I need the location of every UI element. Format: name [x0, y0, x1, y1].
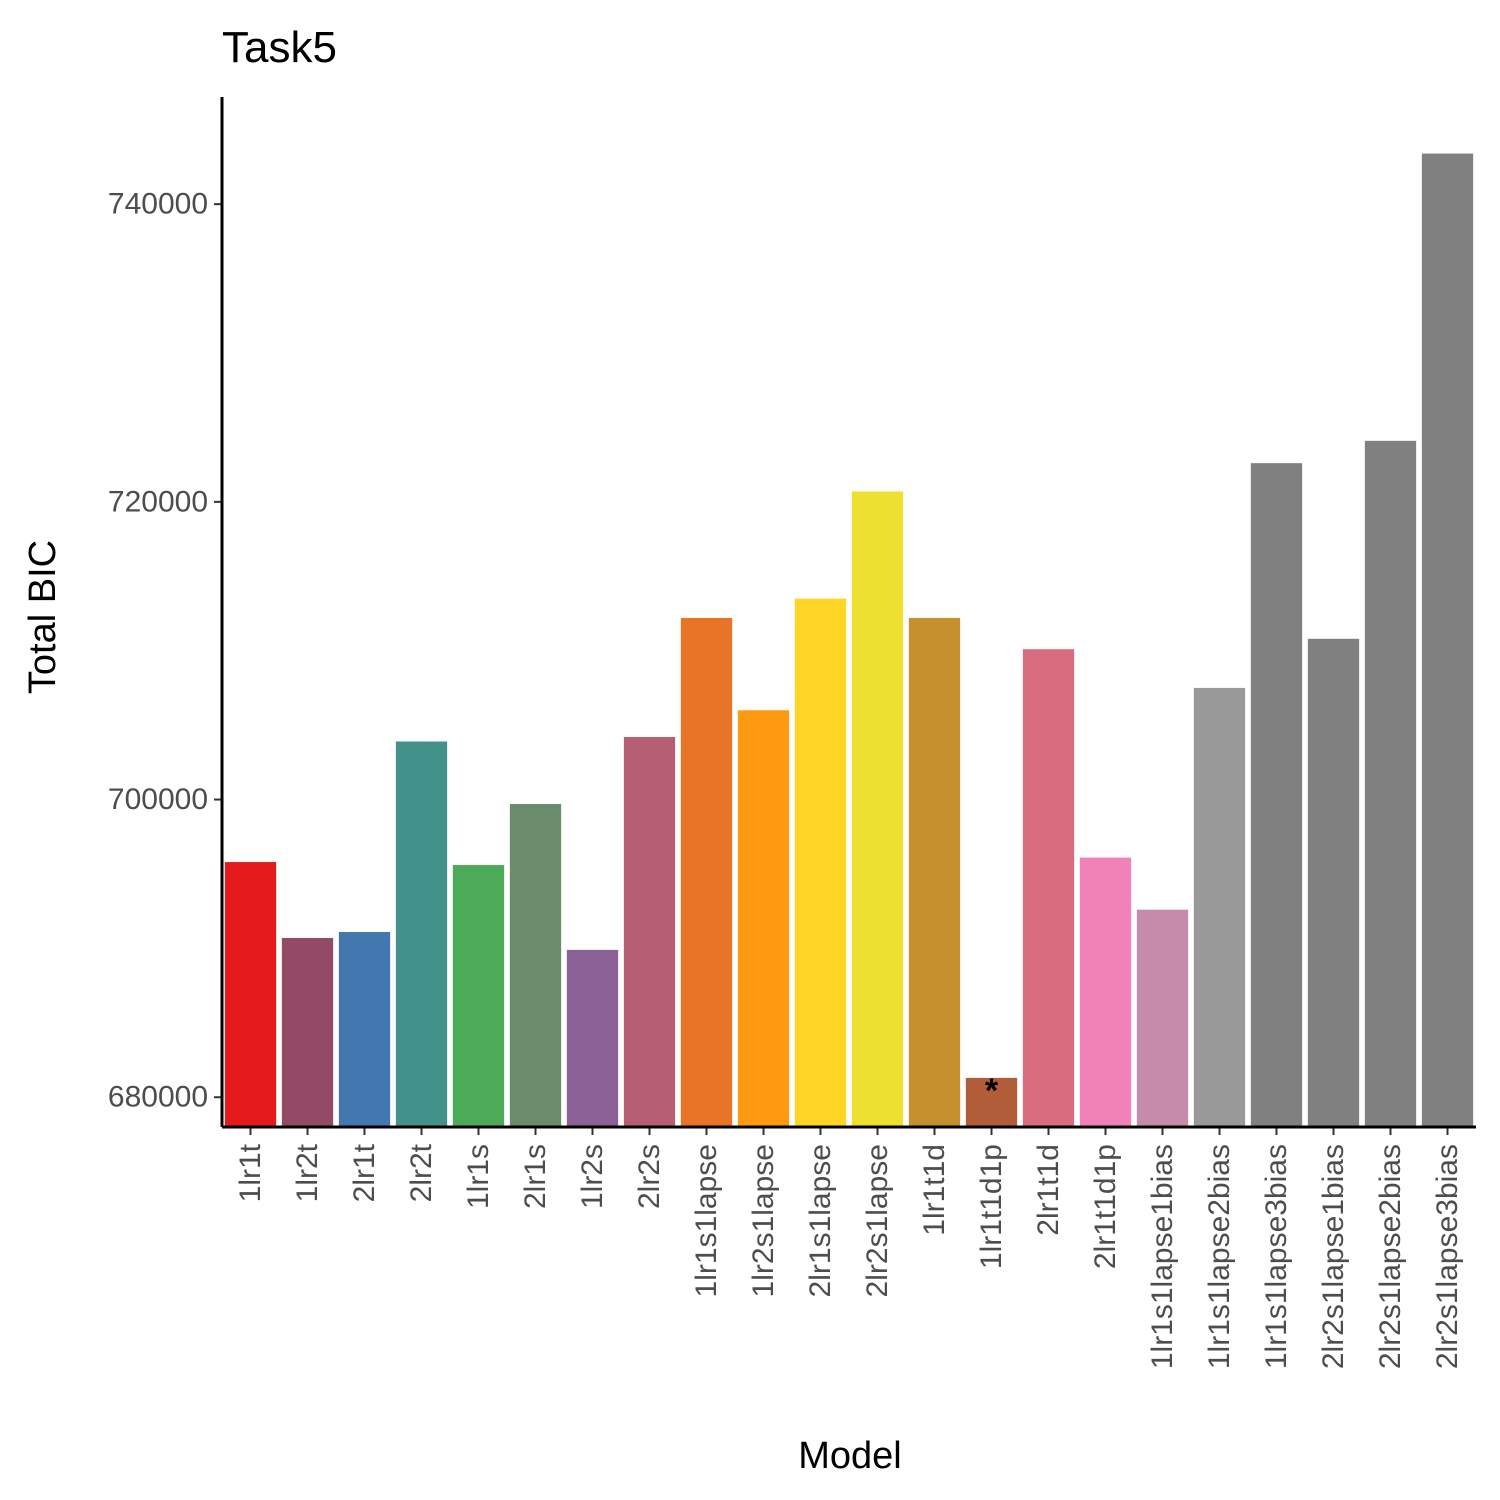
x-tick-label: 1lr1s1lapse3bias: [1260, 1144, 1293, 1369]
annotations-group: *: [985, 1072, 999, 1110]
x-tick-label: 2lr1t: [348, 1143, 381, 1202]
x-tick-label: 2lr1s1lapse: [804, 1144, 837, 1297]
bar-1lr1s1lapse2bias: [1193, 687, 1246, 1127]
x-tick-label: 1lr2s1lapse: [747, 1144, 780, 1297]
x-tick-label: 1lr1t: [234, 1143, 267, 1202]
bar-2lr1s1lapse: [794, 598, 847, 1127]
x-tick-label: 1lr1s1lapse1bias: [1146, 1144, 1179, 1369]
y-tick-label: 740000: [108, 188, 208, 221]
bar-2lr1t1d: [1022, 649, 1075, 1127]
x-tick-label: 2lr2t: [405, 1143, 438, 1202]
x-tick-label: 1lr1s1lapse2bias: [1203, 1144, 1236, 1369]
bar-1lr1s1lapse3bias: [1250, 463, 1303, 1127]
x-tick-label: 2lr1t1d: [1032, 1144, 1065, 1236]
x-tick-label: 1lr2s: [576, 1144, 609, 1209]
y-tick-label: 720000: [108, 485, 208, 518]
x-tick-label: 2lr1t1d1p: [1089, 1144, 1122, 1269]
x-axis: 1lr1t 1lr2t 2lr1t 2lr2t 1lr1s 2lr1s 1lr2s 2lr2s…: [222, 1125, 1476, 1369]
bar-2lr2s1lapse3bias: [1421, 153, 1474, 1128]
bar-1lr1t: [224, 862, 277, 1127]
bar-1lr1t1d1p: [965, 1077, 1018, 1127]
x-tick-label: 2lr2s: [633, 1144, 666, 1209]
bar-1lr2s: [566, 949, 619, 1127]
bars-group: [224, 153, 1474, 1128]
x-tick-label: 2lr2s1lapse2bias: [1374, 1144, 1407, 1369]
bar-2lr1s: [509, 804, 562, 1127]
x-tick-label: 1lr2t: [291, 1143, 324, 1202]
bar-2lr2t: [395, 741, 448, 1127]
bar-2lr2s: [623, 737, 676, 1127]
y-axis-title: Total BIC: [22, 540, 64, 694]
x-tick-label: 1lr1t1d1p: [975, 1144, 1008, 1269]
x-tick-label: 1lr1s1lapse: [690, 1144, 723, 1297]
bar-1lr1s: [452, 865, 505, 1127]
bar-2lr2s1lapse: [851, 491, 904, 1127]
x-tick-label: 2lr2s1lapse1bias: [1317, 1144, 1350, 1369]
bar-2lr1t: [338, 932, 391, 1127]
x-tick-label: 2lr1s: [519, 1144, 552, 1209]
bar-1lr2t: [281, 937, 334, 1127]
y-tick-label: 680000: [108, 1081, 208, 1114]
y-axis: 680000 700000 720000 740000: [108, 97, 224, 1127]
bar-2lr2s1lapse1bias: [1307, 638, 1360, 1127]
x-tick-label: 2lr2s1lapse: [861, 1144, 894, 1297]
chart-title: Task5: [222, 23, 337, 72]
bar-1lr1t1d: [908, 617, 961, 1127]
bar-1lr2s1lapse: [737, 710, 790, 1127]
bar-2lr1t1d1p: [1079, 857, 1132, 1127]
x-tick-label: 2lr2s1lapse3bias: [1431, 1144, 1464, 1369]
bar-2lr2s1lapse2bias: [1364, 440, 1417, 1127]
x-tick-label: 1lr1t1d: [918, 1144, 951, 1236]
x-axis-title: Model: [798, 1435, 902, 1477]
best-model-annotation: *: [985, 1072, 999, 1110]
y-tick-label: 700000: [108, 783, 208, 816]
bar-1lr1s1lapse1bias: [1136, 909, 1189, 1127]
x-tick-label: 1lr1s: [462, 1144, 495, 1209]
bar-1lr1s1lapse: [680, 617, 733, 1127]
